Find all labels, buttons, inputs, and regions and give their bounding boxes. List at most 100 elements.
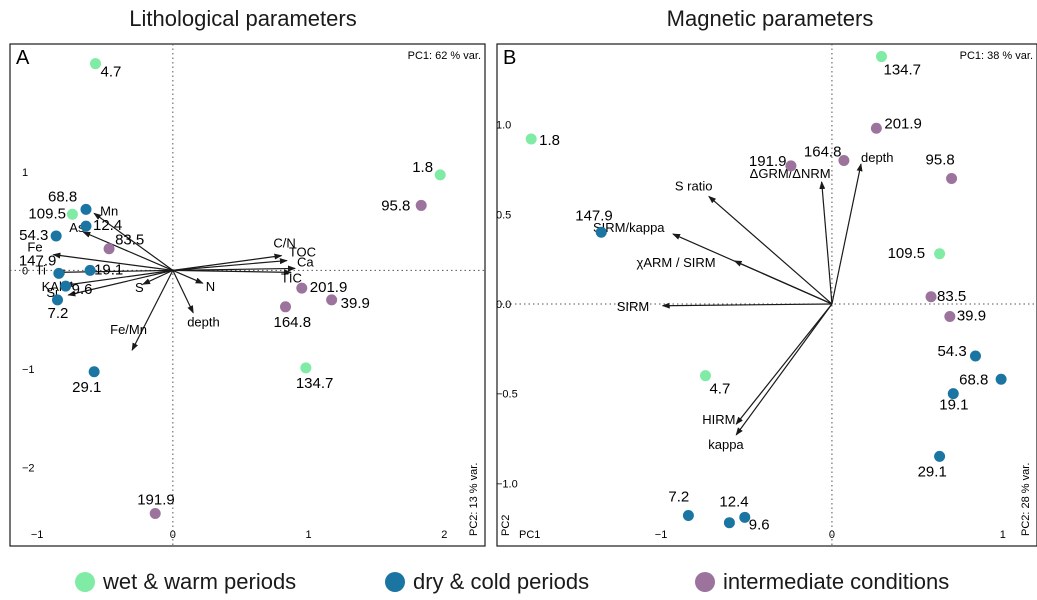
sample-point-dry — [947, 388, 959, 400]
loading-vector — [172, 269, 292, 276]
sample-point-label: 4.7 — [709, 381, 730, 398]
sample-point-wet — [434, 169, 446, 181]
loading-vector-label: depth — [187, 315, 220, 330]
pc1-variance-label: PC1: 38 % var. — [960, 50, 1033, 62]
sample-point-label: 7.2 — [668, 489, 689, 506]
sample-point-dry — [739, 511, 751, 523]
loading-vector — [172, 258, 288, 271]
sample-point-label: 54.3 — [19, 227, 48, 244]
panel-b-title: Magnetic parameters — [666, 6, 874, 31]
y-tick-label: 0.0 — [496, 299, 511, 311]
sample-point-label: 12.4 — [719, 494, 748, 511]
sample-point-label: 29.1 — [72, 379, 101, 396]
loading-vector-label: χARM / SIRM — [637, 255, 716, 270]
loading-vector-label: Fe/Mn — [110, 322, 147, 337]
sample-point-dry — [53, 267, 65, 279]
sample-point-int — [103, 243, 115, 255]
sample-point-label: 19.1 — [939, 397, 968, 414]
y-tick-label: 1 — [22, 167, 28, 179]
sample-point-dry — [682, 510, 694, 522]
sample-point-label: 83.5 — [937, 288, 966, 305]
sample-point-int — [149, 508, 161, 520]
loading-vector-label: Si — [46, 285, 58, 300]
loading-vector-label: N — [206, 279, 215, 294]
sample-point-label: 164.8 — [804, 144, 842, 161]
sample-point-int — [415, 199, 427, 211]
axis-x-label: PC1 — [519, 529, 540, 541]
loading-vector — [64, 269, 173, 288]
loading-vector — [708, 195, 833, 305]
y-tick-label: 0 — [22, 265, 28, 277]
plot-frame — [496, 43, 1037, 547]
sample-point-label: 39.9 — [957, 308, 986, 325]
sample-point-label: 147.9 — [575, 207, 613, 224]
sample-point-label: 95.8 — [381, 197, 410, 214]
sample-point-label: 4.7 — [101, 64, 122, 81]
legend-dry-label: dry & cold periods — [413, 569, 590, 594]
loading-vector-label: Ca — [297, 254, 314, 269]
loading-vector — [82, 231, 174, 271]
loading-vector-label: KAl — [42, 279, 62, 294]
legend-int-swatch — [695, 572, 715, 592]
sample-point-label: 201.9 — [884, 115, 922, 132]
legend-item-dry: dry & cold periods — [385, 569, 589, 595]
x-tick-label: 1 — [1000, 529, 1006, 541]
loading-vector — [172, 253, 283, 271]
loading-vector-label: Ti — [36, 262, 46, 277]
pc2-variance-label: PC2: 28 % var. — [1020, 463, 1032, 536]
sample-point-label: 1.8 — [412, 159, 433, 176]
loading-vector-label: S ratio — [675, 178, 713, 193]
loading-vector — [172, 269, 204, 284]
y-tick-label: −1.0 — [496, 478, 518, 490]
loading-vector-label: S — [135, 280, 144, 295]
loading-vector — [172, 265, 296, 272]
sample-point-wet — [934, 248, 946, 260]
loading-vector-label: ΔGRM/ΔNRM — [750, 166, 831, 181]
sample-point-label: 191.9 — [137, 492, 175, 509]
panel-a-plot: A PC1: 62 % var. PC2: 13 % var. −1 0 1 2 1 0 −1 −2… — [9, 43, 486, 547]
sample-point-label: 7.2 — [48, 305, 69, 322]
sample-point-label: 54.3 — [937, 343, 966, 360]
sample-point-wet — [66, 208, 78, 220]
sample-point-dry — [595, 226, 607, 238]
loading-vector — [735, 303, 833, 436]
sample-point-wet — [90, 58, 101, 70]
y-tick-label: −1 — [22, 364, 35, 376]
sample-point-dry — [88, 366, 100, 378]
sample-point-label: 134.7 — [296, 375, 334, 392]
loading-vector — [819, 181, 833, 305]
sample-point-wet — [699, 370, 711, 382]
pc2-variance-label: PC2: 13 % var. — [468, 463, 480, 536]
sample-point-wet — [525, 133, 537, 145]
sample-point-label: 68.8 — [48, 188, 77, 205]
loading-vector — [733, 260, 833, 305]
sample-point-dry — [80, 203, 92, 215]
panel-a-title: Lithological parameters — [129, 6, 357, 31]
sample-point-label: 201.9 — [310, 279, 348, 296]
loading-vector — [172, 270, 194, 314]
sample-point-dry — [84, 264, 96, 276]
loading-vector-label: kappa — [708, 437, 744, 452]
loading-vector-label: SIRM/kappa — [593, 220, 665, 235]
plot-frame — [9, 43, 486, 547]
sample-point-dry — [995, 373, 1007, 385]
panel-letter: A — [16, 47, 30, 69]
axis-y-label: PC2 — [500, 515, 512, 536]
sample-point-dry — [969, 350, 981, 362]
loading-vector — [735, 303, 833, 425]
sample-point-dry — [60, 280, 72, 292]
sample-point-int — [280, 301, 291, 313]
sample-point-int — [944, 311, 956, 323]
sample-point-wet — [875, 51, 887, 63]
loading-vector-label: Mn — [100, 203, 118, 218]
sample-point-label: 19.1 — [94, 261, 123, 278]
legend-int-label: intermediate conditions — [723, 569, 950, 594]
sample-point-wet — [300, 362, 312, 374]
sample-point-label: 191.9 — [749, 153, 787, 170]
sample-point-dry — [80, 220, 92, 232]
y-tick-label: −0.5 — [496, 389, 518, 401]
y-tick-label: 0.5 — [496, 209, 511, 221]
x-tick-label: 0 — [170, 529, 176, 541]
sample-point-dry — [50, 230, 62, 242]
loading-vector — [67, 269, 173, 297]
